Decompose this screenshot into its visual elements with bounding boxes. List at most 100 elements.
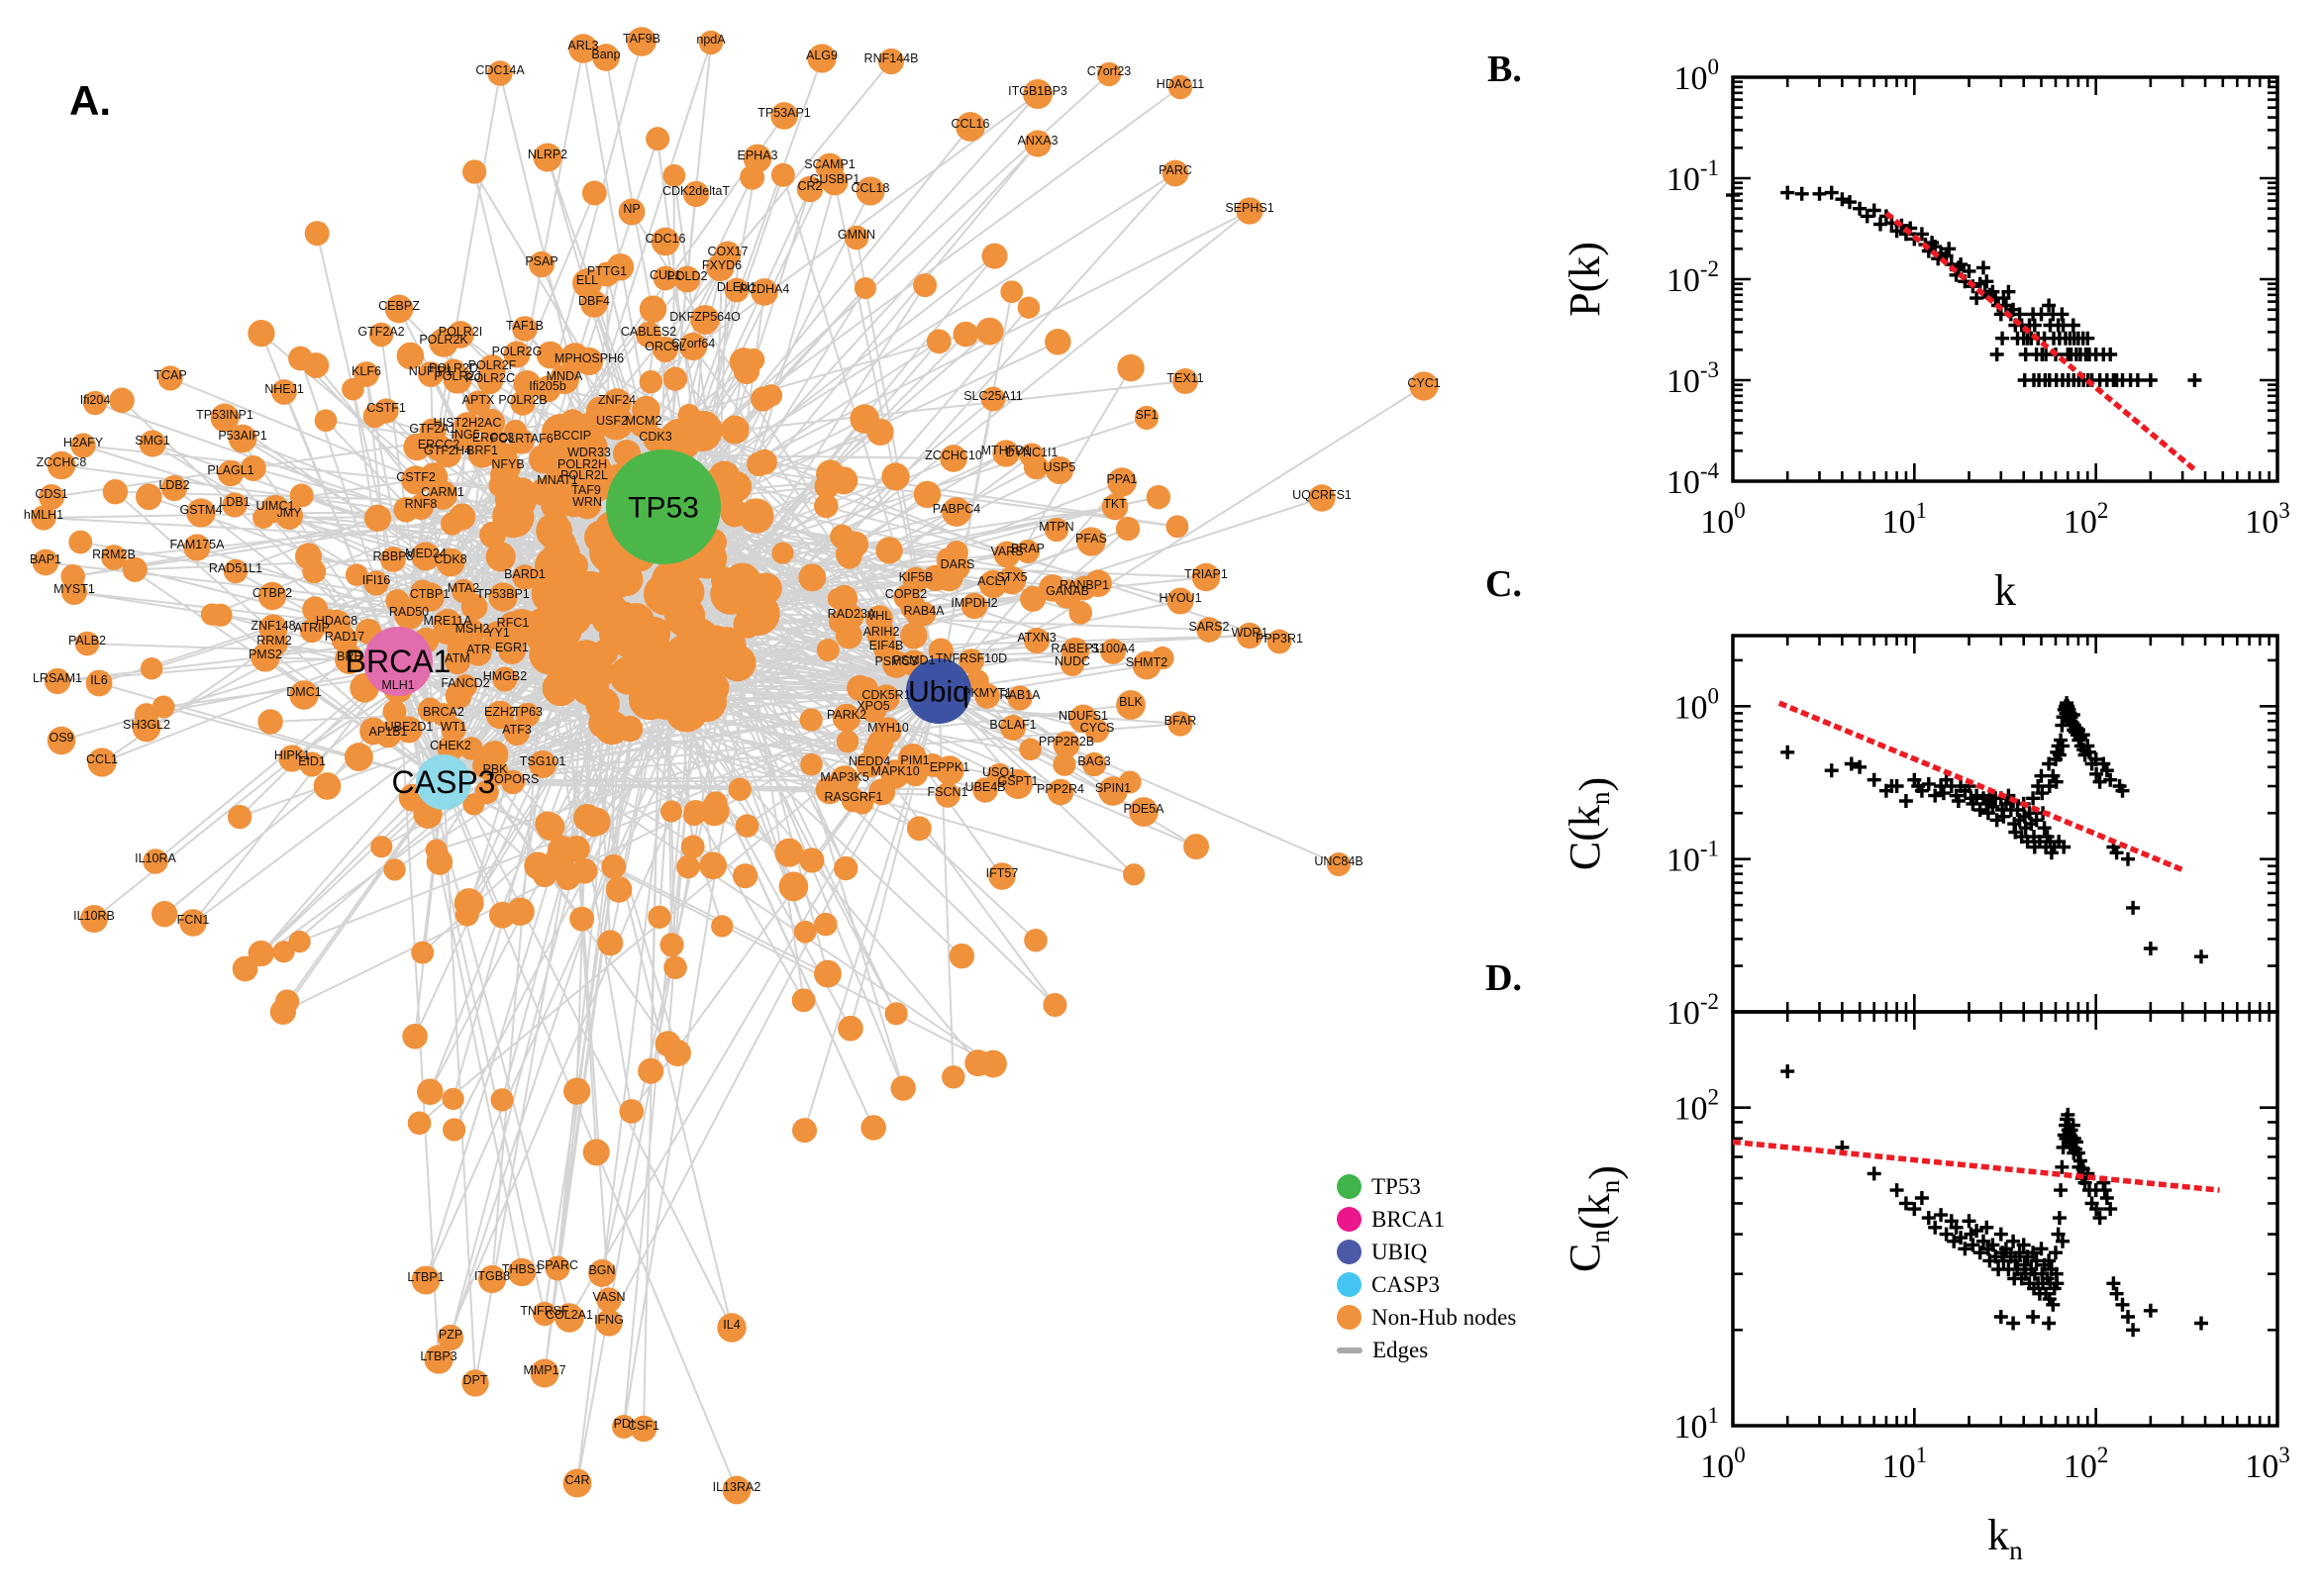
non-hub-node (581, 180, 607, 206)
node-label: MCM2 (626, 414, 662, 428)
non-hub-node (1023, 627, 1051, 654)
non-hub-node (597, 930, 624, 956)
non-hub-node (70, 433, 96, 458)
non-hub-node (490, 1088, 514, 1112)
non-hub-node (313, 772, 342, 800)
y-tick-label: 100 (1674, 683, 1720, 726)
non-hub-node (257, 709, 283, 735)
y-tick-label: 10-4 (1666, 458, 1720, 501)
non-hub-node (653, 337, 678, 362)
non-hub-node (302, 559, 327, 584)
legend-item-ubiq: UBIQ (1337, 1236, 1516, 1268)
non-hub-node (856, 176, 885, 206)
non-hub-node (799, 708, 823, 732)
node-label: UQCRFS1 (1292, 488, 1352, 502)
node-label: COL2A1 (546, 1308, 593, 1322)
non-hub-node (143, 848, 168, 874)
non-hub-node (975, 317, 1004, 346)
node-label: KIF5B (899, 570, 934, 584)
node-label: NP (623, 202, 640, 216)
non-hub-node (419, 462, 449, 491)
non-hub-node (851, 791, 874, 815)
node-label: TAF1B (506, 319, 544, 333)
node-label: RBBP8 (373, 549, 414, 563)
node-label: POLR2D (429, 361, 478, 375)
non-hub-node (659, 933, 684, 957)
non-hub-node (342, 377, 364, 401)
non-hub-node (1107, 467, 1137, 497)
node-label: BCCIP (554, 429, 591, 443)
non-hub-node (662, 366, 688, 391)
non-hub-node (651, 671, 678, 699)
non-hub-node (1117, 353, 1145, 382)
non-hub-node (552, 455, 579, 483)
node-label: LRSAM1 (33, 671, 82, 685)
node-label: PPP2R2B (1039, 735, 1094, 748)
node-label: DKFZP564O (669, 310, 741, 324)
hub-label-brca1: BRCA1 (346, 644, 452, 679)
non-hub-node (523, 608, 562, 648)
non-hub-node (660, 800, 683, 823)
non-hub-node (1000, 715, 1026, 741)
non-hub-node (639, 370, 663, 394)
non-hub-node (559, 343, 590, 372)
node-label: ITGB1BP3 (1008, 84, 1067, 98)
non-hub-node (653, 265, 678, 291)
node-label: SHMT2 (1126, 655, 1167, 669)
non-hub-node (152, 695, 175, 719)
panel-d-label: D. (1485, 957, 1522, 999)
y-axis-title: C(kn) (1561, 777, 1619, 870)
log-log-plots: 100 101 102 10310010-110-210-310-4P(k)k1001… (1561, 54, 2290, 1565)
y-tick-label: 101 (1674, 1403, 1720, 1446)
non-hub-node (437, 1324, 464, 1351)
non-hub-node (1183, 834, 1210, 860)
non-hub-node (542, 669, 579, 707)
non-hub-node (800, 752, 823, 776)
non-hub-node (639, 295, 667, 323)
non-hub-node (928, 638, 954, 663)
non-hub-node (606, 253, 635, 281)
non-hub-node (529, 477, 557, 506)
non-hub-node (442, 1118, 466, 1142)
non-hub-node (595, 1309, 623, 1337)
node-label: BCLAF1 (989, 718, 1036, 732)
non-hub-node (227, 804, 252, 830)
node-label: APTX (462, 393, 495, 407)
legend-item-brca1: BRCA1 (1337, 1203, 1516, 1236)
non-hub-node (884, 1002, 908, 1026)
non-hub-node (396, 342, 425, 370)
non-hub-node (949, 943, 975, 969)
node-label: ZNF24 (598, 393, 636, 407)
node-label: PARK2 (827, 708, 866, 722)
non-hub-node (1053, 752, 1076, 776)
non-hub-node (980, 386, 1006, 412)
node-label: BRCA2 (423, 705, 464, 719)
non-hub-node (905, 600, 932, 627)
non-hub-node (101, 545, 127, 570)
hub-node-tp53 (606, 449, 721, 564)
legend-label: Non-Hub nodes (1371, 1304, 1517, 1330)
node-label: MRE11A (423, 614, 472, 628)
node-label: AP1B1 (369, 725, 408, 739)
node-label: ATM (445, 651, 469, 665)
node-label: MYST1 (53, 582, 95, 596)
node-label: LDB2 (158, 478, 189, 492)
node-label: TOPORS (487, 772, 540, 786)
non-hub-node (228, 424, 257, 453)
non-hub-node (380, 547, 406, 572)
non-hub-node (747, 451, 771, 477)
node-label: ATF3 (502, 723, 532, 737)
node-label: VHL (867, 609, 891, 623)
non-hub-node (830, 466, 858, 495)
non-hub-node (988, 862, 1016, 890)
node-label: GMNN (838, 228, 875, 242)
non-hub-node (1196, 617, 1222, 643)
non-hub-node (796, 175, 824, 203)
node-label: EPPK1 (930, 760, 969, 774)
node-label: LTBP3 (420, 1349, 456, 1363)
node-label: BRE (337, 649, 362, 663)
non-hub-node (272, 941, 295, 963)
non-hub-node (594, 710, 630, 746)
node-label: PBK (482, 762, 508, 776)
